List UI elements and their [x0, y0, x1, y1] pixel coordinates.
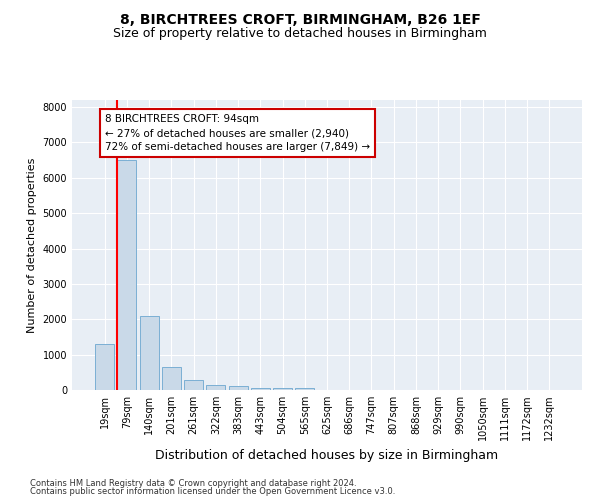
Bar [95, 344, 114, 390]
Bar [273, 388, 292, 390]
Bar [162, 366, 181, 390]
Text: Contains HM Land Registry data © Crown copyright and database right 2024.: Contains HM Land Registry data © Crown c… [30, 478, 356, 488]
Bar [118, 160, 136, 390]
Bar [251, 388, 270, 390]
Bar [229, 386, 248, 390]
Bar [140, 316, 158, 390]
Y-axis label: Number of detached properties: Number of detached properties [27, 158, 37, 332]
Bar [295, 388, 314, 390]
X-axis label: Distribution of detached houses by size in Birmingham: Distribution of detached houses by size … [155, 448, 499, 462]
Text: 8, BIRCHTREES CROFT, BIRMINGHAM, B26 1EF: 8, BIRCHTREES CROFT, BIRMINGHAM, B26 1EF [119, 12, 481, 26]
Text: Size of property relative to detached houses in Birmingham: Size of property relative to detached ho… [113, 28, 487, 40]
Text: 8 BIRCHTREES CROFT: 94sqm
← 27% of detached houses are smaller (2,940)
72% of se: 8 BIRCHTREES CROFT: 94sqm ← 27% of detac… [105, 114, 370, 152]
Bar [184, 380, 203, 390]
Bar [206, 385, 225, 390]
Text: Contains public sector information licensed under the Open Government Licence v3: Contains public sector information licen… [30, 487, 395, 496]
